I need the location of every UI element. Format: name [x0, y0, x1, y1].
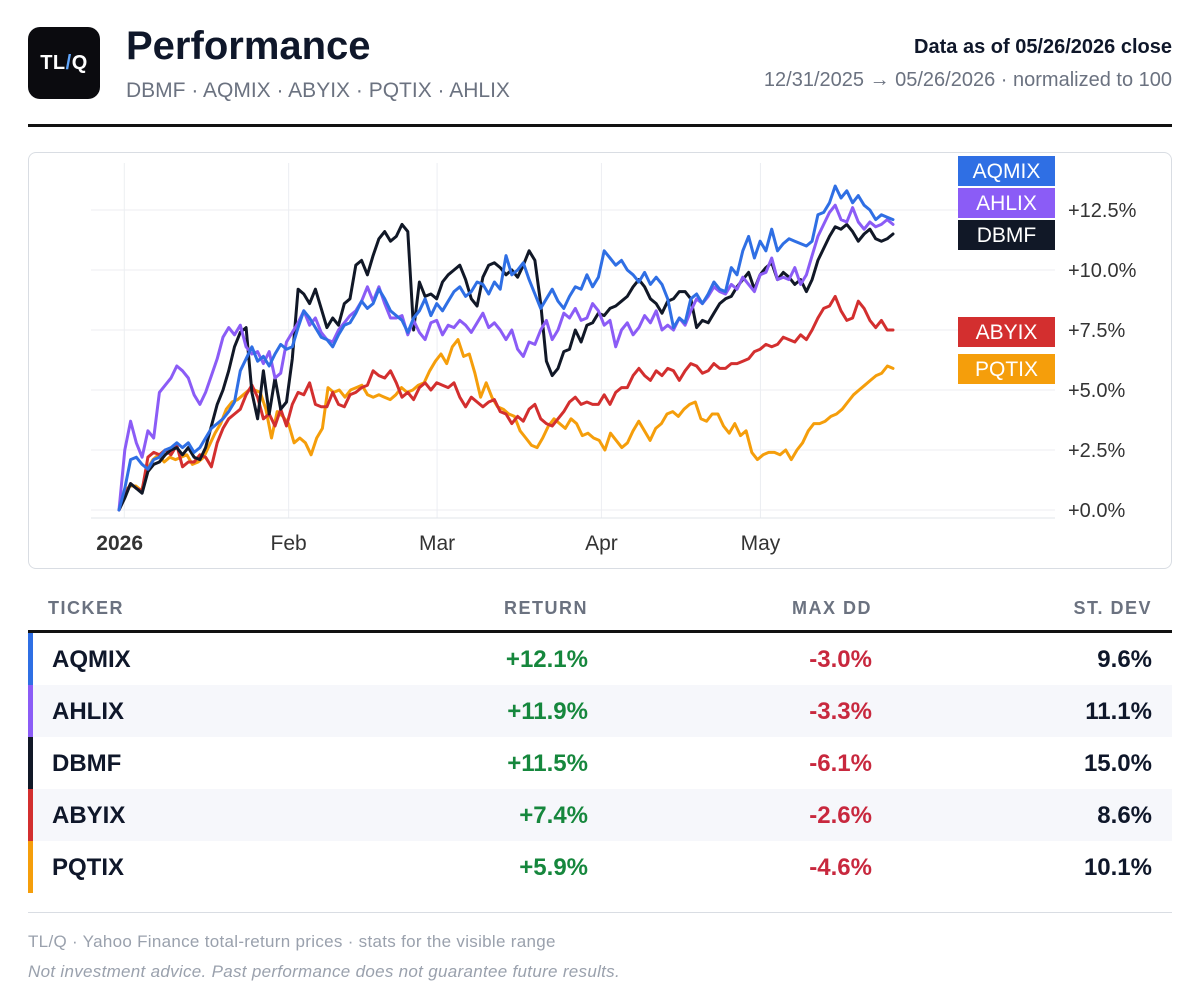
row-color-bar — [28, 841, 33, 893]
return-cell: +5.9% — [519, 854, 588, 881]
series-line-ahlix — [117, 203, 895, 512]
return-cell: +11.9% — [507, 698, 588, 725]
data-as-of: Data as of 05/26/2026 close — [914, 36, 1172, 58]
header-return: RETURN — [504, 598, 588, 618]
chart-card: +0.0% +2.5% +5.0% +7.5% +10.0% +12.5% 2026 Feb M… — [28, 152, 1172, 569]
table-header: TICKER RETURN MAX DD ST. DEV — [28, 588, 1172, 633]
disclaimer: Not investment advice. Past performance … — [28, 962, 621, 981]
logo-text-right: Q — [71, 51, 88, 74]
return-cell: +11.5% — [507, 750, 588, 777]
max-dd-cell: -4.6% — [809, 854, 872, 881]
end-label-box-ahlix — [958, 188, 1055, 218]
y-tick-label: +12.5% — [1068, 200, 1137, 222]
header-st-dev: ST. DEV — [1073, 598, 1152, 618]
end-label-box-aqmix — [958, 156, 1055, 186]
logo-slash: / — [65, 51, 72, 74]
x-tick-label: May — [741, 532, 781, 555]
series-line-dbmf — [117, 222, 895, 512]
st-dev-cell: 8.6% — [1097, 802, 1152, 829]
end-label-ahlix: AHLIX — [976, 192, 1037, 215]
header-divider — [28, 124, 1172, 127]
date-range: 12/31/2025 → 05/26/2026 · normalized to … — [763, 69, 1172, 91]
ticker-cell: ABYIX — [52, 802, 126, 829]
st-dev-cell: 10.1% — [1083, 854, 1152, 881]
x-tick-label: Apr — [585, 532, 618, 555]
row-color-bar — [28, 789, 33, 841]
row-color-bar — [28, 633, 33, 685]
row-color-bar — [28, 737, 33, 789]
ticker-cell: DBMF — [52, 750, 122, 777]
max-dd-cell: -3.0% — [809, 646, 872, 673]
st-dev-cell: 15.0% — [1083, 750, 1152, 777]
stats-table: TICKER RETURN MAX DD ST. DEV AQMIX +12.1%… — [28, 588, 1172, 893]
header-ticker: TICKER — [48, 598, 124, 618]
end-label-pqtix: PQTIX — [975, 358, 1038, 381]
ticker-list: DBMF · AQMIX · ABYIX · PQTIX · AHLIX — [126, 79, 510, 102]
header-max-dd: MAX DD — [792, 598, 872, 618]
row-color-bar — [28, 685, 33, 737]
y-tick-label: +10.0% — [1068, 260, 1137, 282]
end-label-aqmix: AQMIX — [973, 160, 1041, 183]
end-label-box-dbmf — [958, 220, 1055, 250]
brand-logo: TL / Q — [28, 27, 100, 99]
logo-text-left: TL — [40, 51, 66, 74]
end-label-dbmf: DBMF — [977, 224, 1037, 247]
table-body: AQMIX +12.1% -3.0% 9.6% AHLIX +11.9% -3.3% 11.1… — [28, 633, 1172, 893]
max-dd-cell: -6.1% — [809, 750, 872, 777]
ticker-cell: AQMIX — [52, 646, 131, 673]
ticker-cell: AHLIX — [52, 698, 124, 725]
table-row: ABYIX +7.4% -2.6% 8.6% — [28, 789, 1172, 841]
x-tick-label: Feb — [271, 532, 307, 555]
source-note: TL/Q · Yahoo Finance total-return prices… — [28, 932, 556, 951]
end-label-abyix: ABYIX — [976, 321, 1038, 344]
page-title: Performance — [126, 24, 371, 68]
end-label-box-abyix — [958, 317, 1055, 347]
x-tick-label: Mar — [419, 532, 455, 555]
max-dd-cell: -3.3% — [809, 698, 872, 725]
y-tick-label: +5.0% — [1068, 380, 1125, 402]
x-tick-label: 2026 — [96, 532, 143, 555]
ticker-cell: PQTIX — [52, 854, 125, 881]
end-label-box-pqtix — [958, 354, 1055, 384]
return-cell: +12.1% — [505, 646, 588, 673]
performance-chart: +0.0% +2.5% +5.0% +7.5% +10.0% +12.5% 2026 Feb M… — [91, 156, 1137, 555]
table-row: DBMF +11.5% -6.1% 15.0% — [28, 737, 1172, 789]
st-dev-cell: 9.6% — [1097, 646, 1152, 673]
table-row: AHLIX +11.9% -3.3% 11.1% — [28, 685, 1172, 737]
return-cell: +7.4% — [519, 802, 588, 829]
y-tick-label: +2.5% — [1068, 440, 1125, 462]
y-tick-label: +7.5% — [1068, 320, 1125, 342]
max-dd-cell: -2.6% — [809, 802, 872, 829]
footer-divider — [28, 912, 1172, 913]
series-line-aqmix — [117, 184, 895, 512]
st-dev-cell: 11.1% — [1085, 698, 1152, 725]
table-row: AQMIX +12.1% -3.0% 9.6% — [28, 633, 1172, 685]
y-tick-label: +0.0% — [1068, 500, 1125, 522]
series-line-pqtix — [117, 338, 895, 512]
header: TL / Q Performance DBMF · AQMIX · ABYIX · … — [28, 24, 1172, 106]
table-row: PQTIX +5.9% -4.6% 10.1% — [28, 841, 1172, 893]
series-line-abyix — [117, 294, 895, 512]
